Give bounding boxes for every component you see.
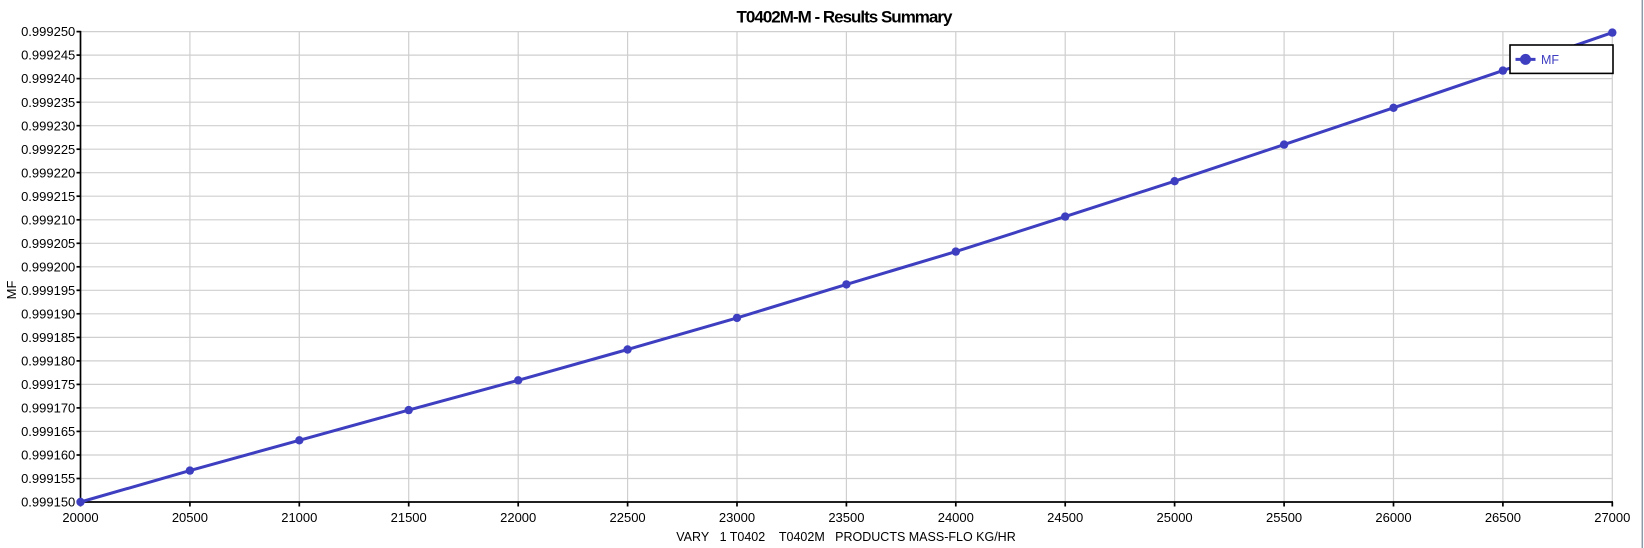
- svg-text:27000: 27000: [1594, 510, 1630, 525]
- svg-text:0.999205: 0.999205: [21, 236, 75, 251]
- svg-text:25000: 25000: [1157, 510, 1193, 525]
- svg-text:0.999220: 0.999220: [21, 165, 75, 180]
- svg-text:26000: 26000: [1375, 510, 1411, 525]
- svg-text:0.999245: 0.999245: [21, 48, 75, 63]
- svg-text:22000: 22000: [500, 510, 536, 525]
- svg-text:0.999200: 0.999200: [21, 259, 75, 274]
- svg-text:20500: 20500: [172, 510, 208, 525]
- svg-text:0.999180: 0.999180: [21, 354, 75, 369]
- svg-text:20000: 20000: [62, 510, 98, 525]
- svg-text:0.999165: 0.999165: [21, 424, 75, 439]
- svg-text:21000: 21000: [281, 510, 317, 525]
- svg-text:0.999210: 0.999210: [21, 212, 75, 227]
- svg-text:0.999155: 0.999155: [21, 471, 75, 486]
- svg-text:0.999225: 0.999225: [21, 142, 75, 157]
- svg-text:MF: MF: [1541, 53, 1559, 67]
- svg-text:0.999250: 0.999250: [21, 24, 75, 39]
- svg-text:0.999160: 0.999160: [21, 448, 75, 463]
- svg-text:0.999185: 0.999185: [21, 330, 75, 345]
- svg-text:0.999235: 0.999235: [21, 95, 75, 110]
- svg-text:23500: 23500: [828, 510, 864, 525]
- svg-text:26500: 26500: [1485, 510, 1521, 525]
- svg-text:0.999190: 0.999190: [21, 306, 75, 321]
- svg-text:0.999240: 0.999240: [21, 71, 75, 86]
- svg-text:22500: 22500: [610, 510, 646, 525]
- svg-text:24000: 24000: [938, 510, 974, 525]
- svg-text:25500: 25500: [1266, 510, 1302, 525]
- svg-text:VARY 1 T0402 T0402M PRO: VARY 1 T0402 T0402M PRODUCTS MASS-FLO KG…: [676, 530, 1015, 544]
- svg-text:0.999175: 0.999175: [21, 377, 75, 392]
- svg-text:23000: 23000: [719, 510, 755, 525]
- svg-text:24500: 24500: [1047, 510, 1083, 525]
- svg-text:21500: 21500: [391, 510, 427, 525]
- svg-text:T0402M-M - Results Summary: T0402M-M - Results Summary: [737, 8, 953, 27]
- svg-text:0.999170: 0.999170: [21, 401, 75, 416]
- svg-text:0.999150: 0.999150: [21, 495, 75, 510]
- svg-text:0.999215: 0.999215: [21, 189, 75, 204]
- svg-text:MF: MF: [4, 281, 19, 300]
- svg-text:0.999195: 0.999195: [21, 283, 75, 298]
- svg-text:0.999230: 0.999230: [21, 118, 75, 133]
